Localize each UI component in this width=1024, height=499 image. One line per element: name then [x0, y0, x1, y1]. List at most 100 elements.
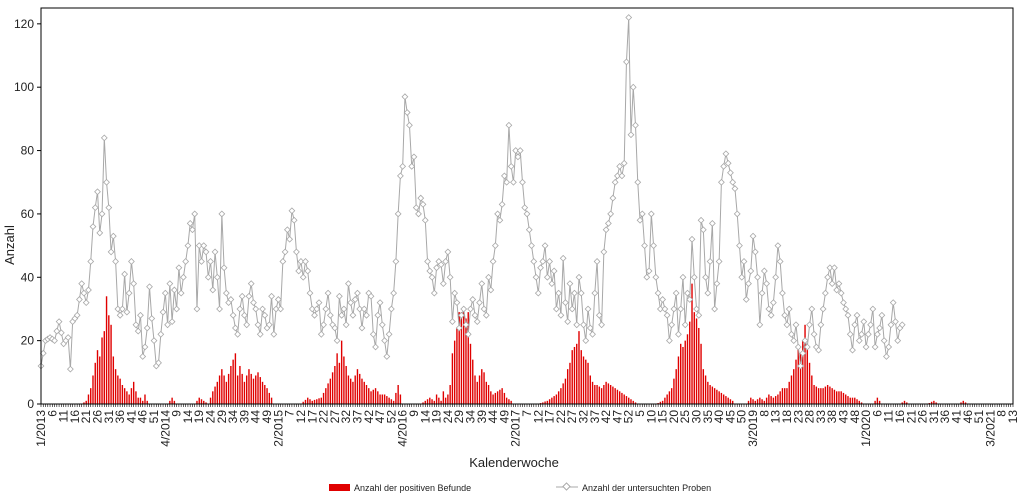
point-week-163	[406, 121, 413, 129]
bar-week-146	[370, 391, 372, 404]
point-week-274	[656, 305, 664, 313]
x-tick-label-74: 6	[870, 410, 884, 417]
point-week-244	[589, 330, 596, 338]
point-week-135	[342, 321, 350, 329]
point-week-326	[774, 242, 782, 249]
point-week-276	[661, 305, 669, 313]
point-week-31	[107, 248, 115, 256]
bar-week-181	[449, 384, 451, 404]
point-week-362	[855, 337, 863, 345]
x-tick-label-64: 8	[757, 410, 771, 417]
bar-week-129	[331, 372, 334, 404]
bar-week-395	[933, 400, 935, 404]
x-tick-label-60: 40	[712, 410, 726, 424]
point-week-282	[675, 330, 682, 338]
point-week-172	[426, 267, 434, 275]
point-week-103	[270, 330, 278, 338]
point-week-336	[797, 362, 804, 370]
point-week-191	[469, 296, 477, 303]
x-tick-label-18: 39	[237, 410, 251, 424]
bar-week-133	[340, 340, 343, 404]
point-week-328	[779, 289, 786, 297]
bar-week-339	[806, 343, 808, 404]
bar-week-80	[221, 369, 223, 404]
legend-bar-swatch	[329, 484, 350, 491]
point-week-316	[751, 248, 759, 256]
point-week-260	[625, 14, 633, 21]
point-week-248	[598, 321, 605, 329]
point-week-300	[715, 258, 723, 265]
x-tick-label-54: 10	[644, 410, 658, 424]
point-week-178	[439, 280, 447, 288]
point-week-322	[765, 305, 773, 313]
point-week-363	[858, 330, 865, 338]
point-week-33	[112, 258, 119, 265]
point-week-238	[575, 273, 583, 281]
point-week-243	[586, 324, 594, 332]
point-week-165	[410, 153, 418, 161]
bar-week-95	[255, 375, 257, 404]
x-tick-label-70: 38	[825, 410, 839, 424]
point-week-319	[758, 289, 766, 297]
y-tick-label-3: 60	[21, 207, 35, 221]
bar-week-156	[392, 400, 395, 404]
bar-week-326	[777, 394, 779, 404]
point-week-28	[100, 134, 108, 142]
bar-week-350	[831, 388, 833, 404]
bar-week-44	[139, 397, 142, 404]
point-week-317	[754, 273, 761, 281]
point-week-196	[480, 305, 488, 313]
point-week-329	[781, 311, 789, 319]
point-week-359	[849, 346, 856, 354]
x-tick-label-14: 19	[192, 410, 206, 424]
bar-week-30	[108, 315, 110, 404]
x-tick-label-48: 32	[577, 410, 591, 424]
bar-week-150	[379, 394, 381, 404]
point-week-47	[143, 324, 151, 332]
point-week-43	[134, 327, 142, 335]
bar-week-75	[209, 397, 212, 404]
point-week-267	[641, 242, 648, 249]
x-tick-label-28: 37	[350, 410, 364, 424]
bar-week-128	[329, 378, 332, 404]
point-week-245	[591, 289, 599, 297]
point-week-37	[121, 270, 129, 278]
point-week-333	[790, 337, 798, 345]
point-week-335	[794, 343, 802, 351]
point-week-104	[272, 305, 280, 313]
point-week-169	[419, 201, 427, 208]
point-week-65	[184, 242, 192, 249]
point-week-63	[180, 273, 187, 281]
point-week-32	[109, 232, 117, 240]
point-week-78	[213, 273, 221, 281]
point-week-149	[374, 311, 382, 319]
x-tick-label-44: 12	[531, 410, 545, 424]
point-week-280	[670, 305, 678, 313]
point-week-345	[817, 321, 825, 329]
bar-week-57	[169, 400, 171, 404]
point-week-68	[191, 210, 199, 218]
bar-week-243	[589, 375, 591, 404]
bar-week-187	[463, 312, 465, 404]
point-week-217	[528, 242, 535, 249]
point-week-375	[885, 343, 893, 351]
bar-week-179	[444, 397, 447, 404]
bar-week-169	[422, 402, 424, 404]
bar-week-199	[490, 391, 492, 404]
bar-week-235	[571, 350, 573, 404]
point-week-203	[496, 216, 504, 224]
point-week-42	[132, 321, 140, 329]
point-week-263	[632, 121, 639, 129]
bar-week-349	[829, 386, 831, 404]
bar-week-155	[390, 399, 393, 404]
point-week-54	[159, 308, 167, 316]
bar-week-320	[763, 400, 766, 404]
bar-week-206	[505, 397, 508, 404]
bar-week-186	[460, 312, 463, 404]
bar-week-100	[266, 388, 268, 404]
point-week-187	[460, 305, 468, 313]
bar-week-361	[856, 399, 858, 404]
point-week-304	[724, 159, 732, 167]
x-tick-label-80: 36	[938, 410, 952, 424]
point-week-229	[555, 289, 563, 297]
